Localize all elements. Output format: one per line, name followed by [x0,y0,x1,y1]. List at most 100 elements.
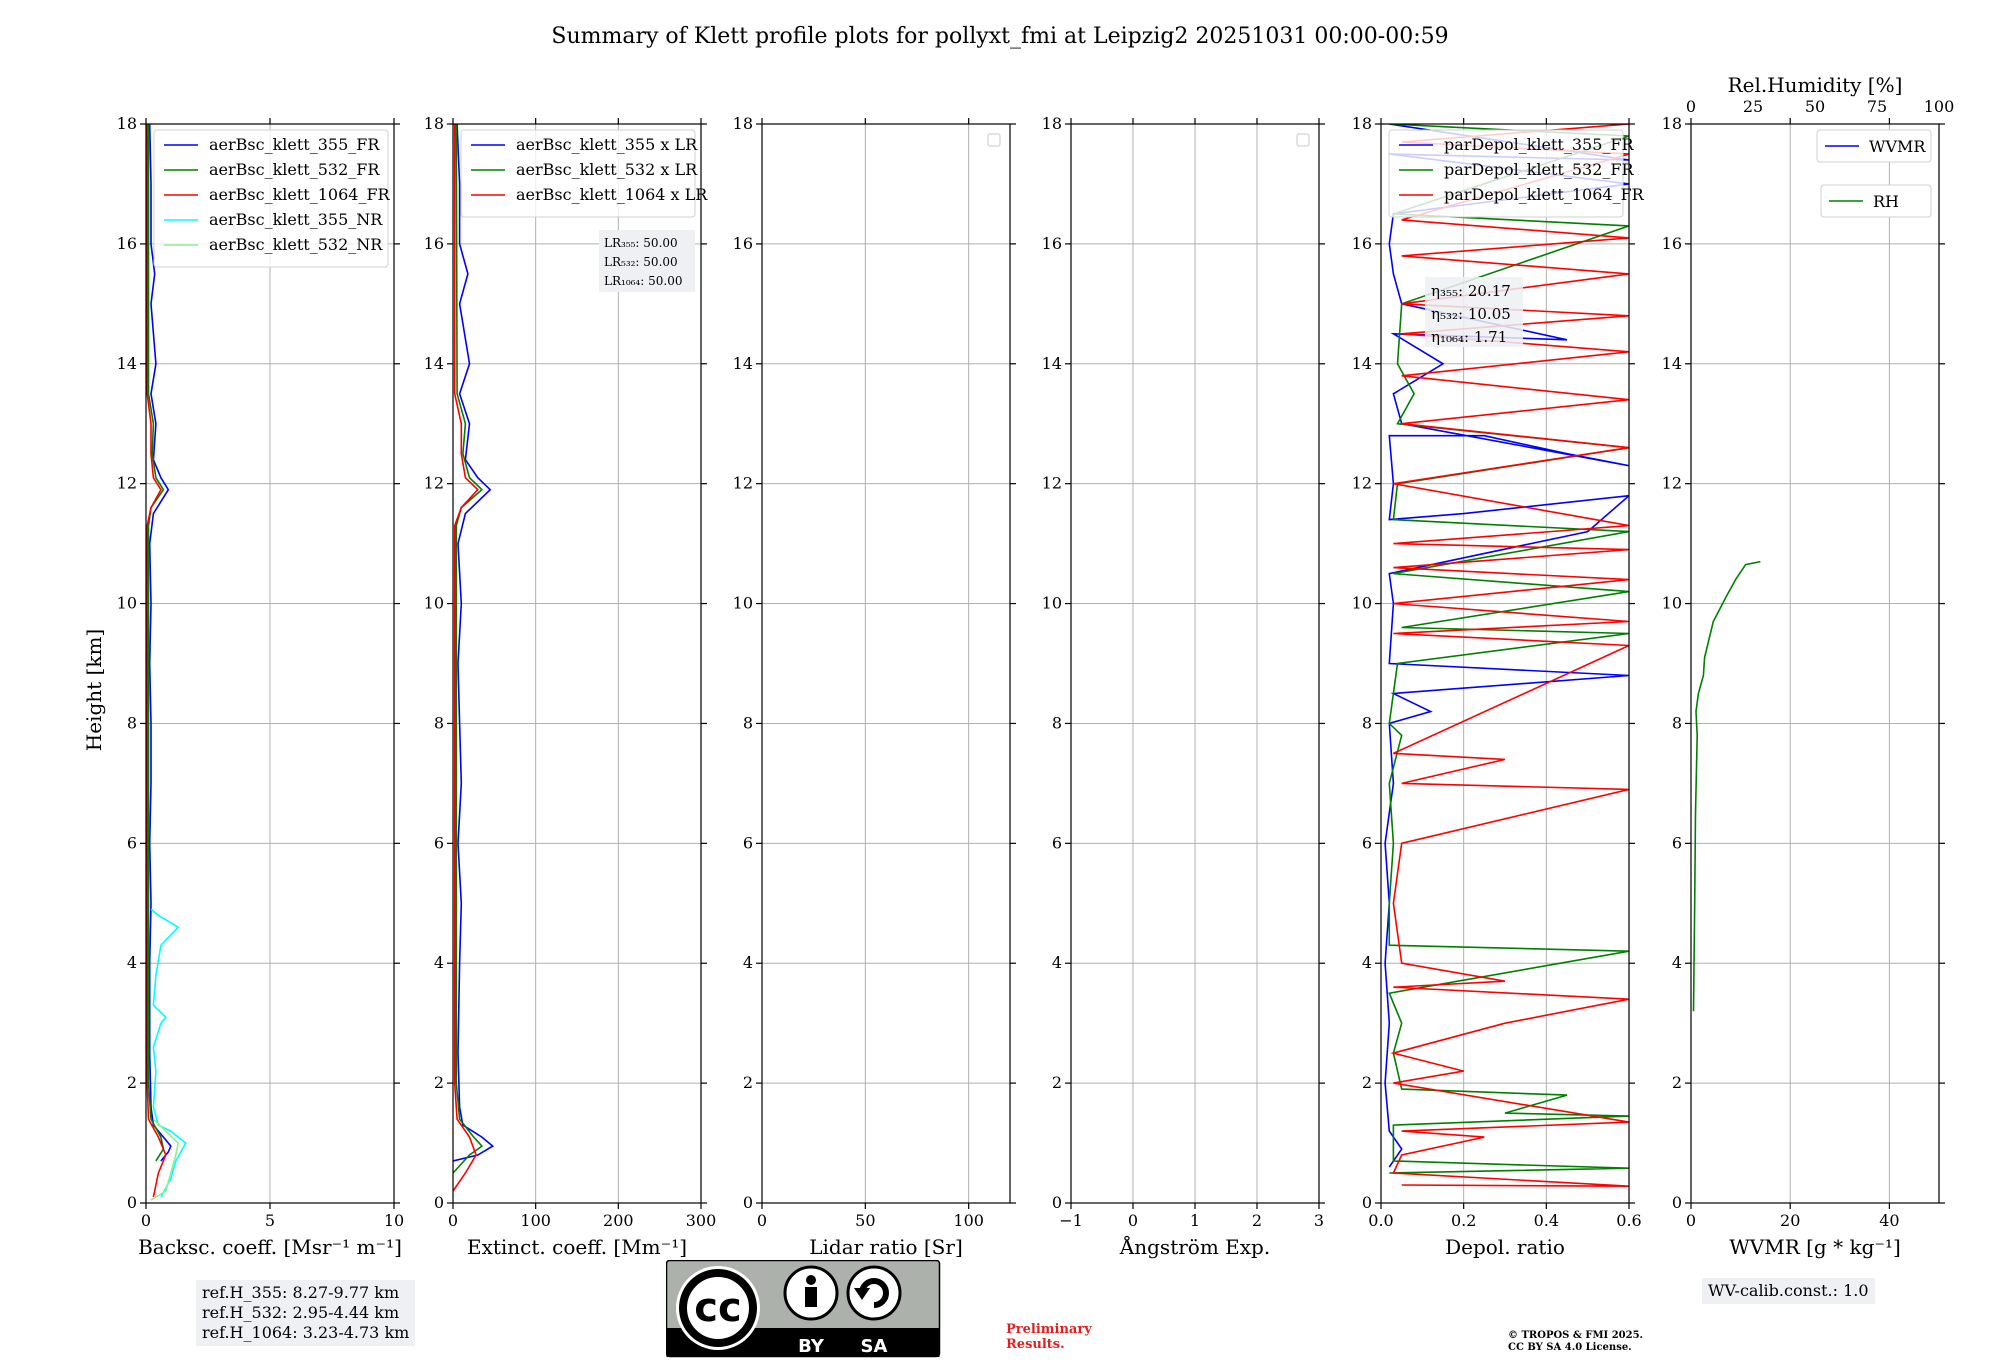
x-tick-label: 10 [384,1211,404,1230]
y-tick-label: 2 [1052,1073,1062,1092]
x-tick-label: 0 [141,1211,151,1230]
legend-entry: aerBsc_klett_1064_FR [209,185,391,204]
top-x-axis-label: Rel.Humidity [%] [1728,73,1903,97]
legend: parDepol_klett_355_FR parDepol_klett_532_… [1388,129,1645,218]
ref-height-1064: ref.H_1064: 3.23-4.73 km [202,1323,410,1342]
plot-frame [452,123,702,1204]
y-tick-label: 2 [743,1073,753,1092]
series-line-aerbsc-klett-355-fr [148,124,172,1162]
y-tick-label: 0 [127,1193,137,1212]
y-tick-label: 12 [117,474,137,493]
ref-height-532: ref.H_532: 2.95-4.44 km [202,1303,400,1322]
y-tick-label: 14 [1352,354,1372,373]
y-tick-label: 10 [117,594,137,613]
y-tick-label: 8 [743,713,753,732]
wv-calibration-box: WV-calib.const.: 1.0 [1702,1278,1875,1304]
legend-entry: aerBsc_klett_355_NR [209,210,383,229]
x-tick-label: 0.0 [1368,1211,1393,1230]
series-line-aerbsc-klett-355-nr [150,908,187,1198]
lidar-ratio-info-box: LR₃₅₅: 50.00 LR₅₃₂: 50.00 LR₁₀₆₄: 50.00 [599,230,695,292]
y-tick-label: 8 [1052,713,1062,732]
legend-entry: aerBsc_klett_355 x LR [516,135,698,154]
y-tick-label: 2 [1672,1073,1682,1092]
empty-legend-box [987,133,1001,147]
legend-entry: parDepol_klett_532_FR [1444,160,1635,179]
top-x-tick-label: 0 [1686,97,1696,116]
x-tick-label: 0 [1128,1211,1138,1230]
copyright-line-2: CC BY SA 4.0 License. [1508,1342,1632,1353]
legend-entry: parDepol_klett_1064_FR [1444,185,1645,204]
lr-value: LR₁₀₆₄: 50.00 [604,274,682,288]
plot-frame [1380,123,1630,1204]
x-tick-label: 1 [1190,1211,1200,1230]
y-tick-label: 2 [1362,1073,1372,1092]
cc-logo-text: cc [694,1285,741,1331]
by-person-icon [805,1287,817,1307]
sa-share-icon [859,1278,889,1308]
y-tick-label: 10 [733,594,753,613]
ref-height-355: ref.H_355: 8.27-9.77 km [202,1283,400,1302]
y-tick-label: 6 [743,833,753,852]
eta-value: η₃₅₅: 20.17 [1431,282,1511,300]
y-tick-label: 16 [733,234,753,253]
y-tick-label: 8 [1672,713,1682,732]
top-x-tick-label: 25 [1743,97,1763,116]
y-tick-label: 10 [1662,594,1682,613]
series-line-pardepol-klett-355-fr [1384,124,1629,1168]
y-tick-label: 4 [127,953,137,972]
y-tick-label: 14 [1662,354,1682,373]
series-line-aerbsc-klett-532-x-lr [453,124,484,1174]
panel-backscatter: 0 2 4 6 8 10 12 14 16 18 0 5 10 Backsc. coeff. [Msr⁻¹… [117,114,405,1259]
y-tick-label: 8 [434,713,444,732]
legend-frame [1388,129,1624,218]
plot-frame [1690,123,1940,1204]
y-tick-label: 18 [424,114,444,133]
panel-depol: 0 2 4 6 8 10 12 14 16 18 0.0 0.2 0.4 0.6 Depol. ratio p… [1352,114,1645,1259]
legend-frame [1820,184,1932,218]
y-tick-label: 10 [1042,594,1062,613]
x-tick-label: 2 [1252,1211,1262,1230]
legend-frame [1816,129,1932,163]
legend-wvmr: WVMR [1816,129,1932,163]
figure-title: Summary of Klett profile plots for polly… [551,24,1448,49]
y-tick-label: 12 [424,474,444,493]
x-tick-label: 50 [855,1211,875,1230]
x-tick-label: 0.6 [1616,1211,1641,1230]
y-tick-label: 4 [1672,953,1682,972]
x-tick-label: 0.4 [1534,1211,1559,1230]
y-tick-label: 14 [1042,354,1062,373]
sa-label: SA [861,1336,888,1357]
x-axis-label: Lidar ratio [Sr] [809,1235,963,1259]
x-tick-label: 40 [1879,1211,1899,1230]
series-line-pardepol-klett-532-fr [1388,124,1629,1174]
y-tick-label: 0 [1052,1193,1062,1212]
y-tick-label: 16 [1042,234,1062,253]
eta-box-bg [1425,277,1523,347]
y-tick-label: 4 [1362,953,1372,972]
x-tick-label: 3 [1314,1211,1324,1230]
empty-legend-box [1296,133,1310,147]
series-line-aerbsc-klett-355-x-lr [453,124,495,1162]
eta-value: η₅₃₂: 10.05 [1431,305,1511,323]
legend-entry: aerBsc_klett_532_FR [209,160,380,179]
legend-entry: WVMR [1869,137,1926,156]
y-tick-label: 12 [733,474,753,493]
y-tick-label: 4 [434,953,444,972]
legend: aerBsc_klett_355 x LR aerBsc_klett_532 x … [460,129,708,218]
legend-frame [153,129,389,268]
y-tick-label: 18 [733,114,753,133]
y-tick-label: 8 [127,713,137,732]
top-x-tick-label: 50 [1805,97,1825,116]
y-tick-label: 12 [1662,474,1682,493]
series-line-aerbsc-klett-532-nr [150,1118,180,1201]
x-tick-label: 0.2 [1451,1211,1476,1230]
x-tick-label: 100 [953,1211,984,1230]
x-tick-label: 0 [1686,1211,1696,1230]
x-axis-label: Backsc. coeff. [Msr⁻¹ m⁻¹] [138,1235,402,1259]
y-tick-label: 18 [1352,114,1372,133]
legend-entry: aerBsc_klett_1064 x LR [516,185,708,204]
copyright-note: © TROPOS & FMI 2025. CC BY SA 4.0 Licens… [1508,1330,1643,1354]
